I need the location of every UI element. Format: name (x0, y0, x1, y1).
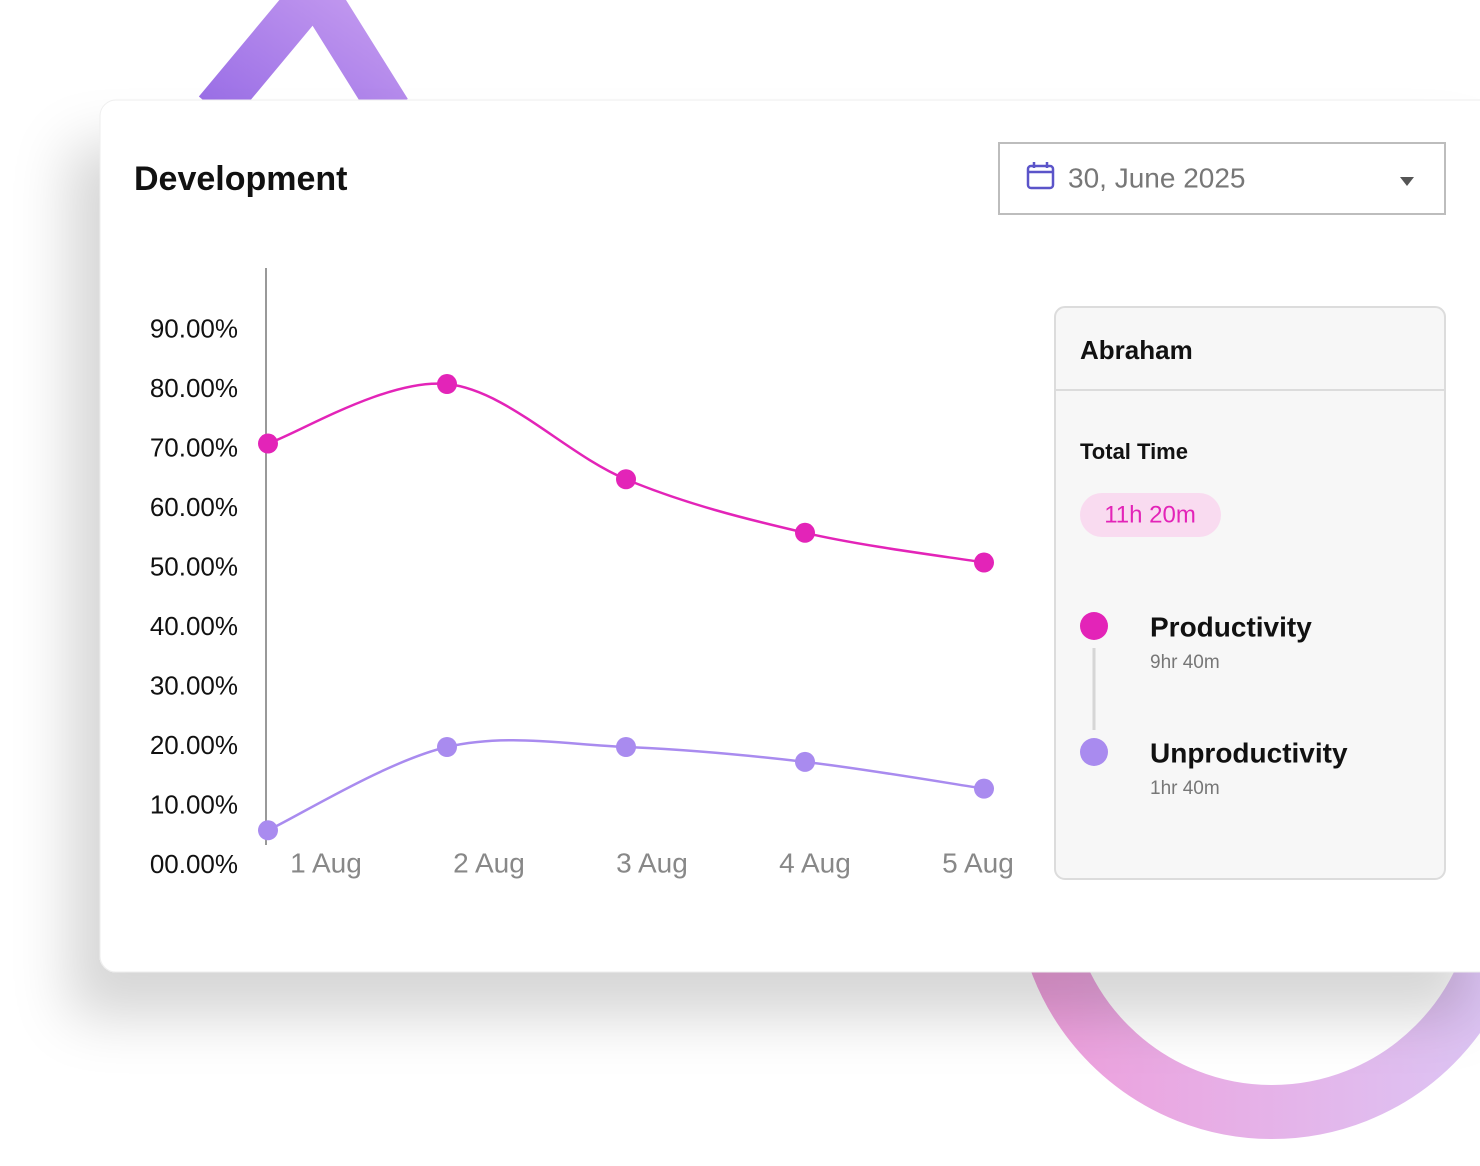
y-tick-label: 80.00% (150, 373, 238, 403)
dropdown-arrow (1400, 177, 1414, 186)
date-text[interactable]: 30, June 2025 (1068, 162, 1246, 193)
data-point (437, 374, 457, 395)
data-point (974, 778, 994, 799)
y-tick-label: 20.00% (150, 730, 238, 760)
x-tick-label: 3 Aug (616, 847, 688, 878)
data-point (795, 751, 815, 772)
plot: 00.00% 10.00% 20.00% 30.00% 40.00% 50.00% 60.0… (150, 313, 1014, 879)
date-dropdown[interactable]: 30, June 2025 (998, 142, 1446, 215)
data-point (258, 820, 278, 841)
card-title: Development (134, 160, 348, 198)
x-tick-label: 4 Aug (779, 847, 851, 878)
total-pill (1080, 493, 1221, 537)
legend-detail: 9hr 40m (1150, 652, 1220, 673)
dropdown-box[interactable] (998, 142, 1446, 215)
data-point (974, 552, 994, 573)
x-tick-label: 5 Aug (942, 847, 1014, 878)
y-tick-label: 30.00% (150, 670, 238, 700)
total-label: Total Time (1080, 439, 1188, 464)
legend-label: Unproductivity (1150, 737, 1348, 768)
y-tick-label: 10.00% (150, 789, 238, 819)
y-tick-label: 50.00% (150, 551, 238, 581)
data-point (258, 433, 278, 454)
data-point (795, 522, 815, 543)
legend-detail: 1hr 40m (1150, 778, 1220, 799)
y-tick-label: 90.00% (150, 313, 238, 343)
panel-name: Abraham (1080, 335, 1193, 365)
data-point (616, 737, 636, 757)
panel-box (1054, 306, 1446, 880)
y-tick-label: 60.00% (150, 492, 238, 522)
decoration (198, 0, 408, 124)
data-point (437, 737, 457, 757)
y-tick-label: 70.00% (150, 432, 238, 462)
calendar-icon (1026, 162, 1055, 190)
side-panel: Abraham Total Time 11h 20m (1054, 306, 1446, 880)
x-tick-label: 2 Aug (453, 847, 525, 878)
x-tick-label: 1 Aug (290, 847, 362, 878)
y-tick-label: 40.00% (150, 611, 238, 641)
legend-dot (1080, 738, 1108, 766)
legend-label: Productivity (1150, 611, 1312, 642)
y-tick-label: 00.00% (150, 849, 238, 879)
data-point (616, 469, 636, 490)
legend-dot (1080, 612, 1108, 640)
total-value: 11h 20m (1104, 501, 1196, 528)
